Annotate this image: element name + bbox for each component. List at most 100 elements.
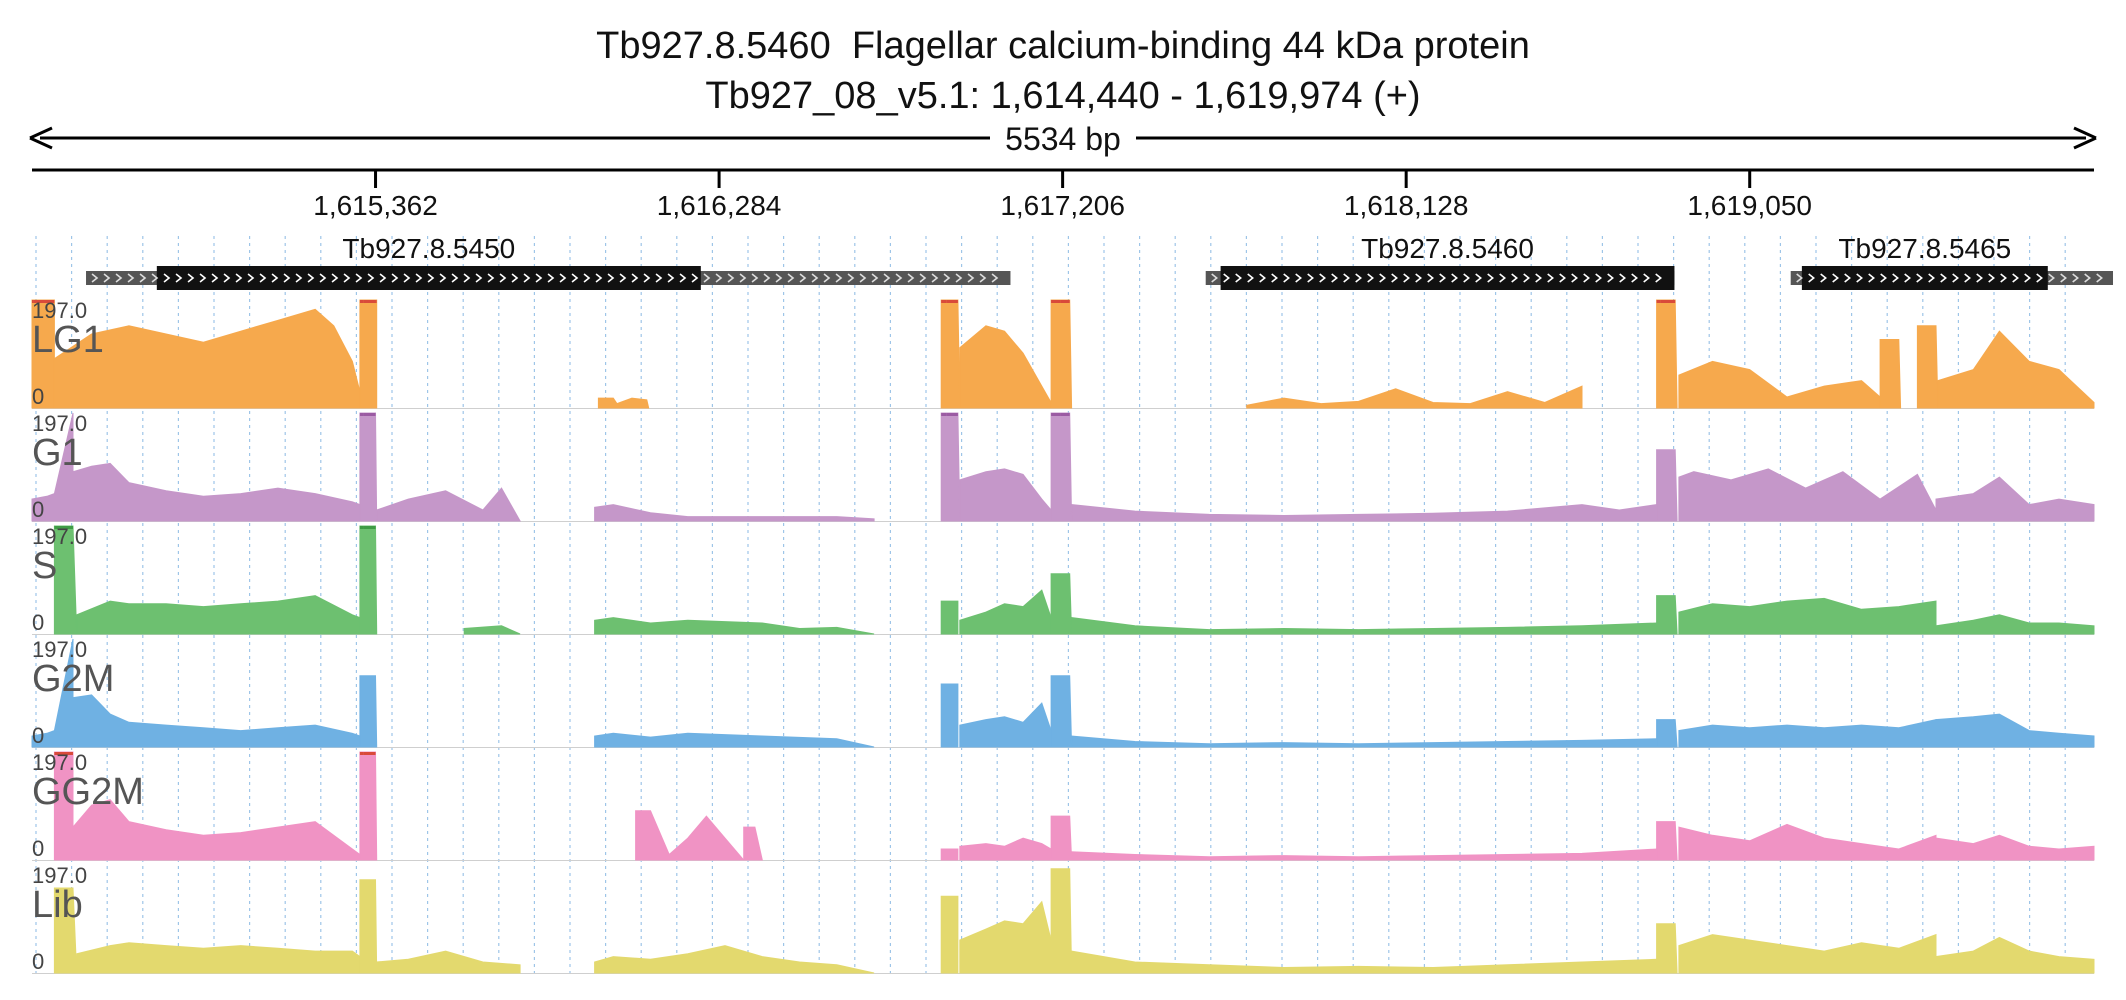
strand-chevron bbox=[619, 273, 627, 283]
coverage-area bbox=[1916, 325, 1939, 409]
coverage-area bbox=[359, 412, 378, 522]
strand-chevron bbox=[391, 273, 399, 283]
strand-chevron bbox=[1511, 273, 1518, 283]
coverage-area bbox=[594, 617, 875, 635]
coverage-area bbox=[1050, 299, 1073, 409]
strand-chevron bbox=[295, 273, 303, 283]
strand-chevron bbox=[427, 273, 435, 283]
strand-chevron bbox=[523, 273, 531, 283]
strand-chevron bbox=[1283, 273, 1290, 283]
strand-chevron bbox=[511, 273, 519, 283]
coverage-area bbox=[72, 799, 361, 861]
strand-chevron bbox=[1976, 273, 1983, 283]
strand-chevron bbox=[223, 273, 231, 283]
strand-chevron bbox=[187, 273, 195, 283]
coverage-area bbox=[1678, 823, 1937, 861]
strand-chevron bbox=[1832, 273, 1839, 283]
strand-chevron bbox=[1367, 273, 1374, 283]
strand-chevron bbox=[271, 273, 279, 283]
coverage-area bbox=[359, 525, 378, 635]
strand-chevron bbox=[1235, 273, 1242, 283]
strand-chevron bbox=[715, 273, 723, 283]
coverage-area bbox=[53, 525, 78, 635]
strand-chevron bbox=[2060, 273, 2067, 283]
coverage-area bbox=[1050, 573, 1073, 635]
coverage-area bbox=[594, 945, 875, 974]
strand-chevron bbox=[1643, 273, 1650, 283]
coverage-area bbox=[1071, 735, 1658, 748]
strand-chevron bbox=[787, 273, 795, 283]
gene-label: Tb927.8.5450 bbox=[342, 233, 515, 264]
strand-chevron bbox=[727, 273, 735, 283]
clip-indicator bbox=[946, 300, 958, 303]
strand-chevron bbox=[1880, 273, 1887, 283]
clip-indicator bbox=[941, 413, 947, 416]
track-ymin-label: 0 bbox=[32, 384, 44, 409]
clip-indicator bbox=[363, 752, 376, 755]
strand-chevron bbox=[355, 273, 363, 283]
clip-indicator bbox=[946, 413, 958, 416]
strand-chevron bbox=[499, 273, 507, 283]
strand-chevron bbox=[763, 273, 771, 283]
ruler-tick-label: 1,615,362 bbox=[313, 190, 438, 221]
strand-chevron bbox=[643, 273, 651, 283]
coverage-area bbox=[959, 900, 1052, 974]
coverage-area bbox=[940, 412, 961, 522]
strand-chevron bbox=[703, 273, 711, 283]
strand-chevron bbox=[1559, 273, 1566, 283]
coverage-area bbox=[1050, 412, 1073, 522]
track-ymax-label: 197.0 bbox=[32, 863, 87, 888]
coverage-area bbox=[940, 895, 959, 974]
strand-chevron bbox=[139, 273, 147, 283]
ruler-tick-label: 1,619,050 bbox=[1687, 190, 1812, 221]
strand-chevron bbox=[1451, 273, 1458, 283]
coverage-area bbox=[635, 810, 745, 861]
chart-title: Tb927.8.5460 Flagellar calcium-binding 4… bbox=[596, 25, 1530, 67]
strand-chevron bbox=[1475, 273, 1482, 283]
strand-chevron bbox=[1499, 273, 1506, 283]
strand-chevron bbox=[1952, 273, 1959, 283]
strand-chevron bbox=[931, 273, 939, 283]
strand-chevron bbox=[835, 273, 843, 283]
coverage-area bbox=[940, 299, 961, 409]
strand-chevron bbox=[1523, 273, 1530, 283]
strand-chevron bbox=[1415, 273, 1422, 283]
strand-chevron bbox=[1619, 273, 1626, 283]
ruler-tick-label: 1,618,128 bbox=[1344, 190, 1469, 221]
ruler-tick-label: 1,616,284 bbox=[657, 190, 782, 221]
strand-chevron bbox=[751, 273, 759, 283]
strand-chevron bbox=[859, 273, 867, 283]
strand-chevron bbox=[583, 273, 591, 283]
coverage-area bbox=[359, 751, 378, 861]
coverage-area bbox=[594, 504, 875, 522]
strand-chevron bbox=[1247, 273, 1254, 283]
track-name: S bbox=[32, 545, 57, 587]
gene-label: Tb927.8.5465 bbox=[1838, 233, 2011, 264]
strand-chevron bbox=[1856, 273, 1863, 283]
chart-subtitle: Tb927_08_v5.1: 1,614,440 - 1,619,974 (+) bbox=[705, 75, 1421, 117]
strand-chevron bbox=[739, 273, 747, 283]
strand-chevron bbox=[319, 273, 327, 283]
coverage-area bbox=[959, 325, 1052, 409]
strand-chevron bbox=[235, 273, 243, 283]
strand-chevron bbox=[1595, 273, 1602, 283]
strand-chevron bbox=[247, 273, 255, 283]
strand-chevron bbox=[259, 273, 267, 283]
coverage-area bbox=[959, 702, 1052, 748]
strand-chevron bbox=[367, 273, 375, 283]
strand-chevron bbox=[967, 273, 975, 283]
strand-chevron bbox=[1796, 273, 1803, 283]
coverage-area bbox=[1935, 614, 2095, 635]
coverage-area bbox=[1656, 719, 1678, 748]
coverage-area bbox=[940, 848, 959, 861]
strand-chevron bbox=[955, 273, 963, 283]
track-ymin-label: 0 bbox=[32, 836, 44, 861]
clip-indicator bbox=[375, 300, 377, 303]
coverage-area bbox=[1656, 923, 1678, 974]
strand-chevron bbox=[1379, 273, 1386, 283]
track-ymax-label: 197.0 bbox=[32, 524, 87, 549]
coverage-area bbox=[959, 837, 1052, 861]
coverage-area bbox=[743, 826, 763, 861]
strand-chevron bbox=[1307, 273, 1314, 283]
gene-label: Tb927.8.5460 bbox=[1361, 233, 1534, 264]
